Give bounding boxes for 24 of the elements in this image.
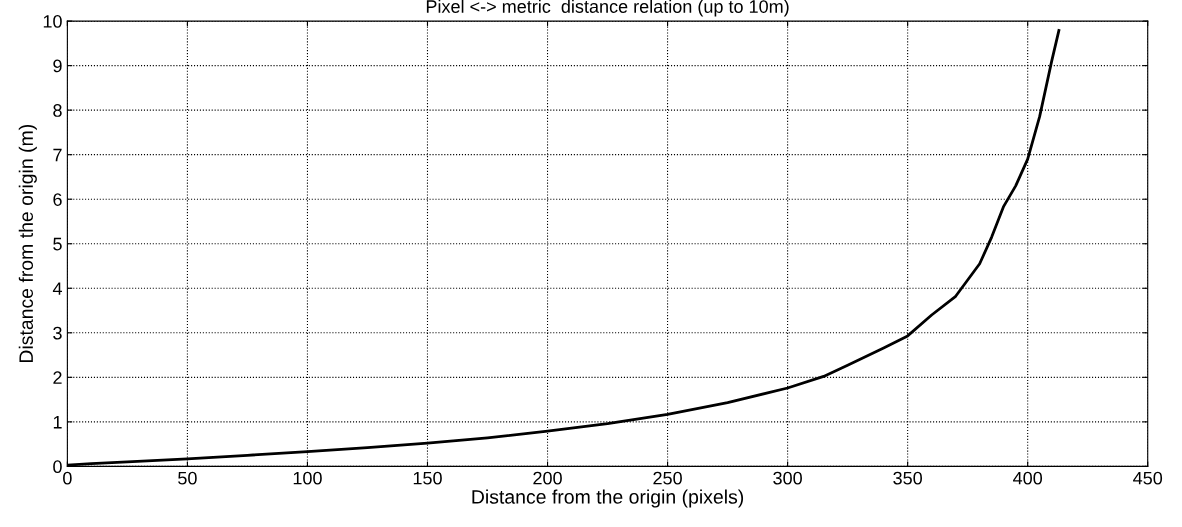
y-tick-label: 6 xyxy=(53,193,62,206)
x-axis-title: Distance from the origin (pixels) xyxy=(472,489,744,508)
x-tick-label: 50 xyxy=(178,471,197,485)
x-tick-label: 0 xyxy=(63,471,72,485)
y-tick-label: 10 xyxy=(43,15,62,28)
x-tick-label: 250 xyxy=(653,471,682,485)
y-tick-label: 5 xyxy=(53,237,62,251)
y-tick-label: 0 xyxy=(53,460,62,474)
y-axis-title: Distance from the origin (m) xyxy=(18,124,37,363)
x-tick-label: 200 xyxy=(533,471,562,485)
x-tick-label: 100 xyxy=(293,471,322,485)
x-tick-label: 350 xyxy=(893,471,922,485)
x-tick-label: 150 xyxy=(413,471,442,485)
y-tick-label: 8 xyxy=(53,104,62,117)
y-tick-label: 3 xyxy=(53,326,62,340)
x-tick-label: 450 xyxy=(1133,471,1163,485)
chart-title: Pixel <-> metric distance relation (up to 10m) xyxy=(426,0,789,17)
x-tick-label: 400 xyxy=(1013,471,1043,485)
y-tick-label: 1 xyxy=(53,415,62,429)
y-tick-label: 7 xyxy=(53,148,62,162)
y-tick-label: 2 xyxy=(53,371,62,384)
x-tick-label: 300 xyxy=(773,471,802,485)
y-tick-label: 4 xyxy=(52,282,62,295)
y-tick-label: 9 xyxy=(53,59,62,73)
